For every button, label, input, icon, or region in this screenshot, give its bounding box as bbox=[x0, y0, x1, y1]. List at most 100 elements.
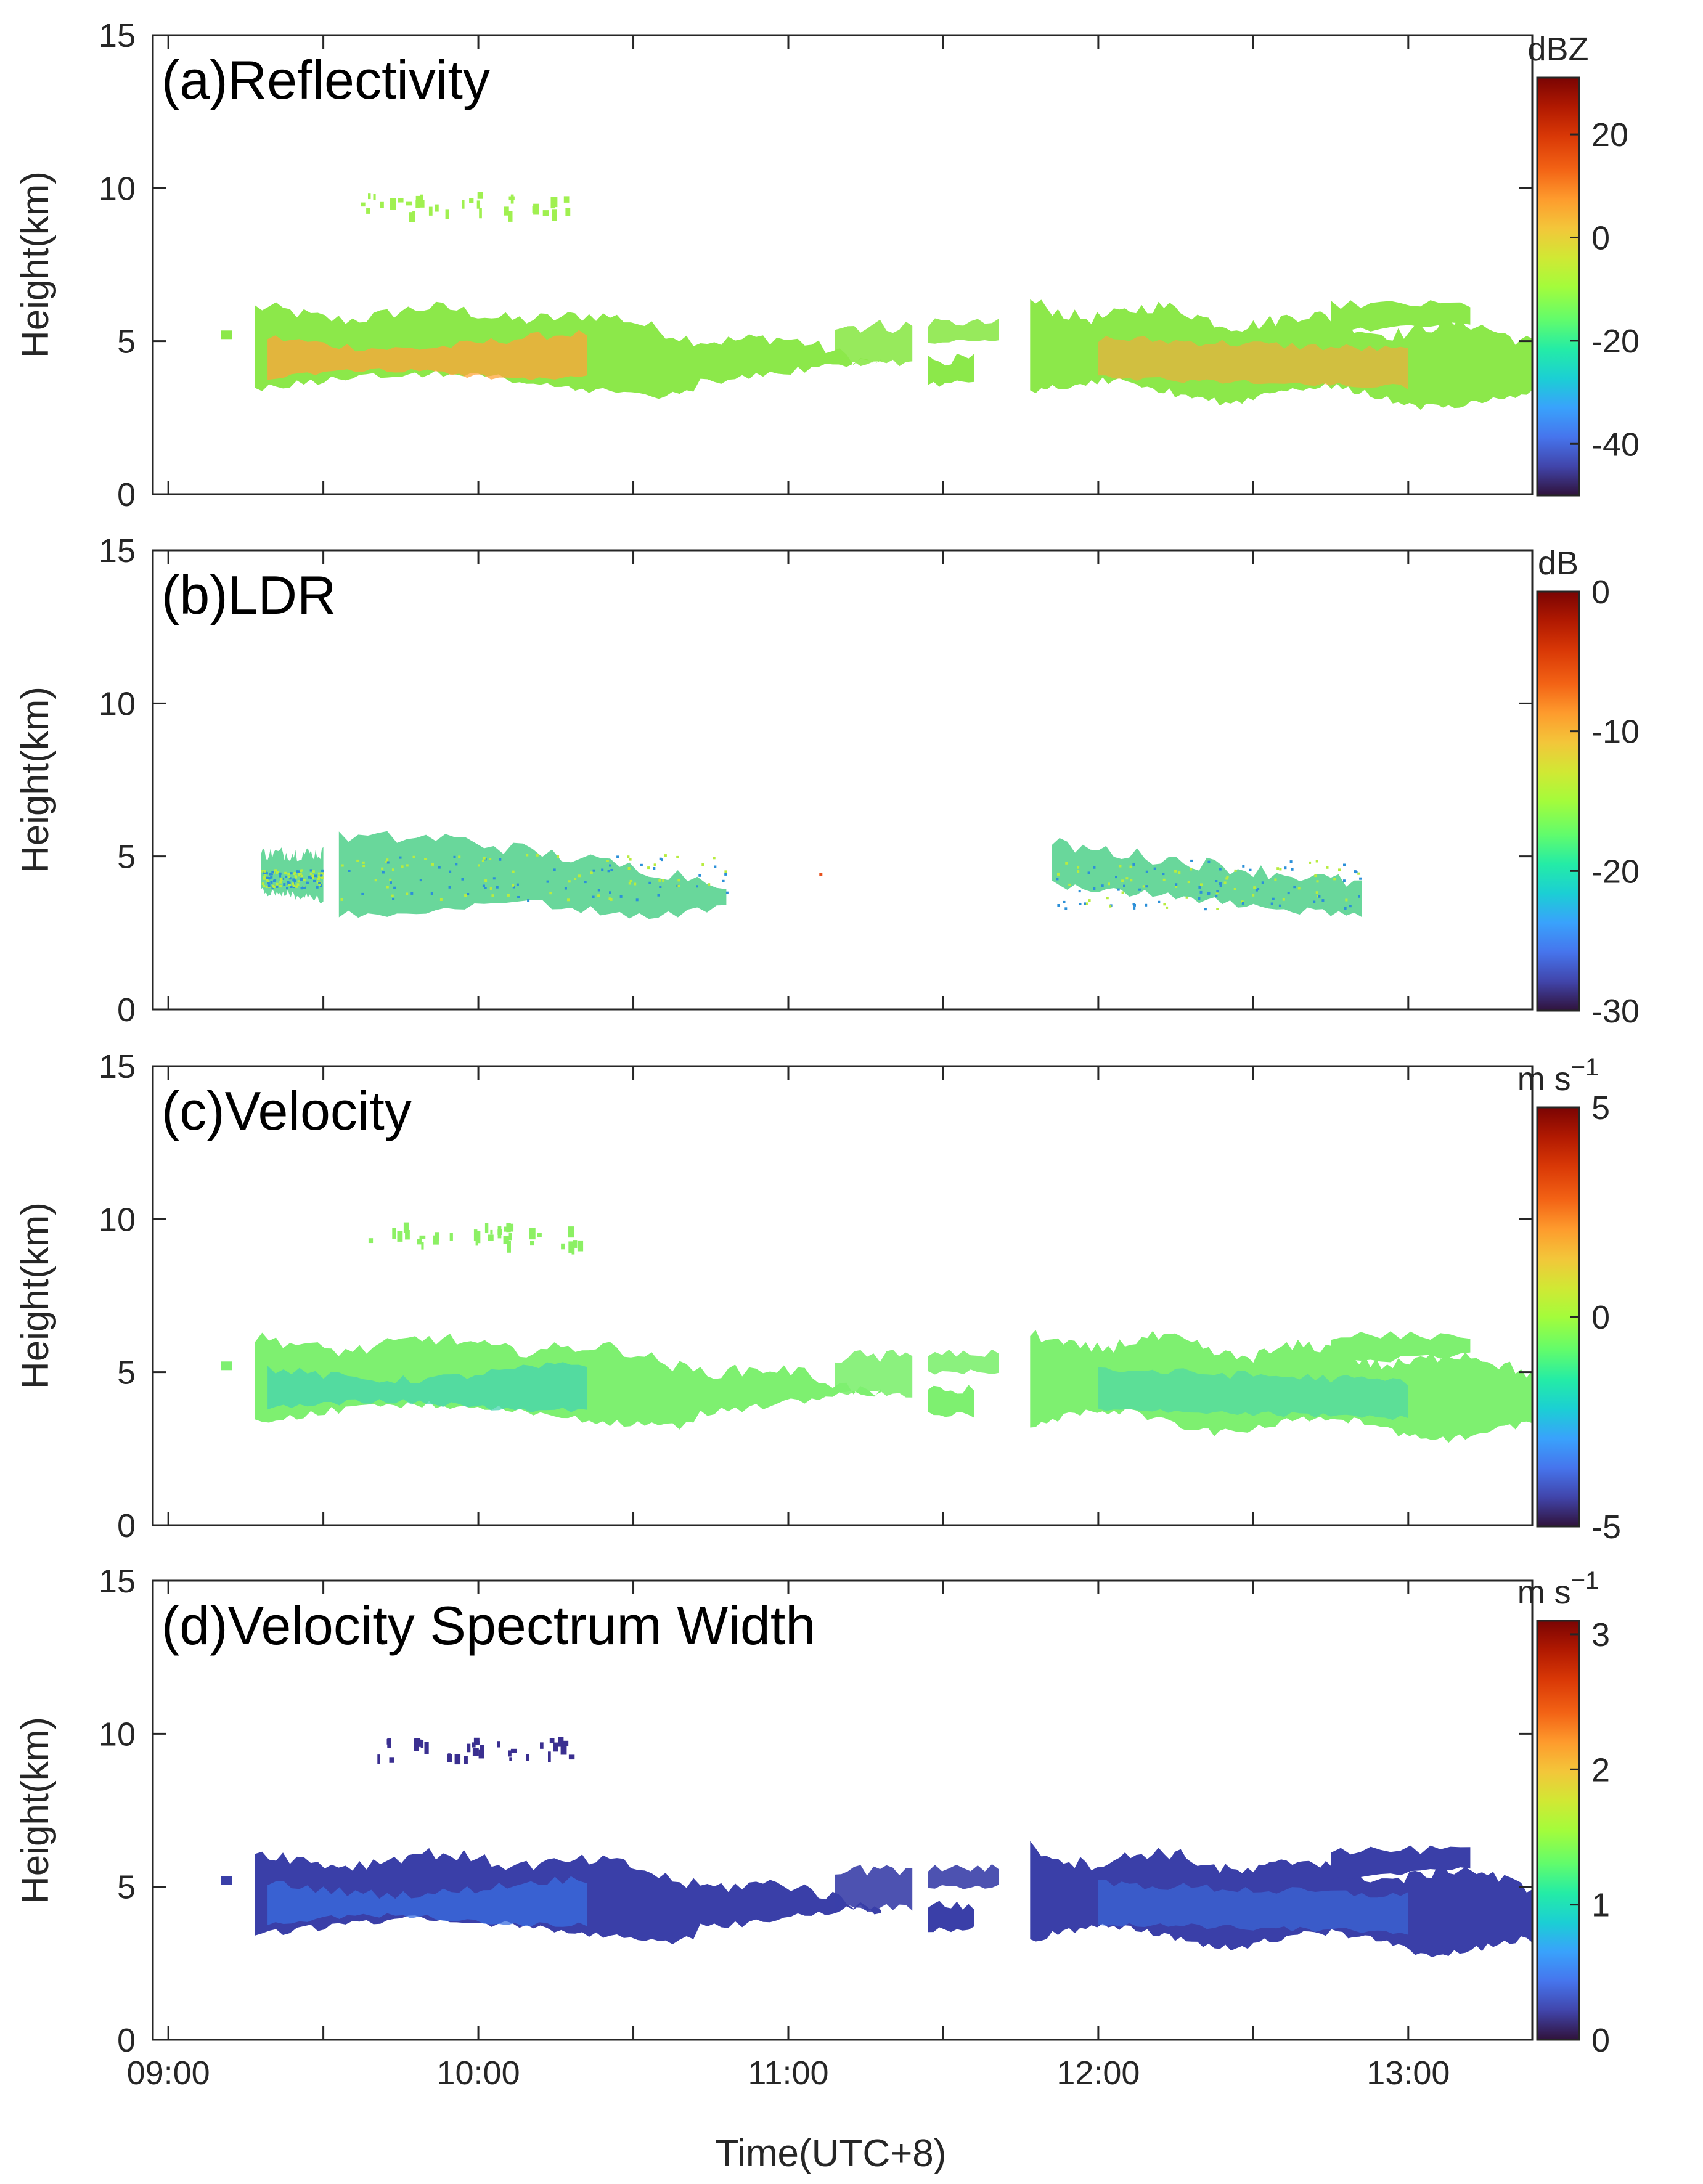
y-tick-label: 10 bbox=[99, 170, 136, 207]
ldr-pixel bbox=[279, 872, 282, 875]
panel-title: (a)Reflectivity bbox=[161, 49, 490, 110]
ldr-pixel bbox=[512, 884, 515, 887]
x-tick-label: 09:00 bbox=[127, 2055, 210, 2092]
panel-b: 0 5 10 15 Height(km) (b)LDR 0 -10 -20 -30 dB bbox=[14, 532, 1640, 1030]
ldr-pixel bbox=[1132, 863, 1135, 866]
ldr-pixel bbox=[1109, 905, 1112, 908]
colorbar-tick-label: 2 bbox=[1591, 1751, 1610, 1788]
panel-d: 09:00 10:00 11:00 12:00 13:00051015Height(km… bbox=[14, 1563, 1610, 2092]
echo-upper-fragment bbox=[449, 1233, 453, 1241]
plot-area bbox=[153, 1581, 1532, 2040]
ldr-pixel bbox=[1199, 890, 1203, 894]
y-tick-label: 0 bbox=[117, 992, 136, 1029]
y-tick-label: 0 bbox=[117, 476, 136, 513]
ldr-pixel bbox=[1204, 908, 1207, 911]
ldr-pixel bbox=[321, 876, 324, 879]
ldr-pixel bbox=[516, 883, 519, 886]
ldr-pixel bbox=[419, 879, 422, 882]
ldr-pixel bbox=[1163, 903, 1166, 906]
ldr-pixel bbox=[263, 877, 266, 880]
echo-upper-fragment bbox=[447, 1754, 452, 1762]
ldr-pixel bbox=[1174, 870, 1177, 873]
ldr-pixel bbox=[318, 884, 321, 886]
ldr-pixel bbox=[1284, 866, 1287, 870]
echo-upper-fragment bbox=[377, 1754, 380, 1764]
ldr-pixel bbox=[657, 894, 660, 897]
ldr-pixel bbox=[1133, 907, 1136, 910]
echo-gap-fragment bbox=[928, 353, 974, 387]
echo-upper-fragment bbox=[415, 200, 420, 208]
ldr-pixel bbox=[640, 863, 643, 866]
ldr-pixel bbox=[467, 893, 470, 895]
echo-upper-fragment bbox=[409, 212, 415, 222]
echo-upper-fragment bbox=[548, 1751, 551, 1762]
echo-upper-fragment bbox=[473, 1229, 478, 1241]
ldr-pixel bbox=[1255, 889, 1258, 892]
ldr-pixel bbox=[453, 855, 456, 858]
ldr-pixel bbox=[287, 873, 290, 876]
colorbar-unit: dBZ bbox=[1527, 31, 1588, 68]
echo-gap-fragment bbox=[928, 1864, 999, 1889]
x-tick-label: 10:00 bbox=[436, 2055, 520, 2092]
echo-upper-fragment bbox=[414, 1746, 419, 1751]
ldr-pixel bbox=[481, 859, 484, 862]
colorbar-tick-label: 20 bbox=[1591, 116, 1628, 153]
ldr-pixel bbox=[1158, 900, 1161, 903]
ldr-pixel bbox=[1276, 867, 1280, 870]
echo-upper-fragment bbox=[507, 1241, 511, 1253]
echo-upper-fragment bbox=[503, 1236, 509, 1244]
ldr-pixel bbox=[1315, 891, 1318, 894]
x-tick-label: 11:00 bbox=[748, 2055, 828, 2092]
ldr-pixel bbox=[298, 873, 301, 876]
echo-upper-fragment bbox=[406, 201, 412, 206]
echo-upper-fragment bbox=[477, 192, 484, 199]
echo-upper-fragment bbox=[553, 197, 558, 208]
ldr-pixel bbox=[629, 858, 632, 861]
ldr-pixel bbox=[628, 882, 631, 885]
ldr-pixel bbox=[607, 870, 610, 873]
echo-data bbox=[221, 1222, 1532, 1443]
echo-upper-fragment bbox=[558, 1737, 564, 1747]
y-tick-label: 5 bbox=[117, 1869, 136, 1906]
ldr-pixel bbox=[321, 870, 324, 872]
ldr-pixel bbox=[568, 880, 571, 883]
echo-gap-fragment bbox=[835, 319, 913, 367]
ldr-pixel bbox=[340, 898, 343, 901]
ldr-pixel bbox=[659, 886, 662, 888]
ldr-pixel bbox=[1223, 881, 1227, 884]
y-tick-label: 5 bbox=[117, 1355, 136, 1391]
echo-upper-fragment bbox=[571, 1243, 575, 1255]
echo-upper-fragment bbox=[530, 1241, 534, 1246]
ldr-pixel bbox=[1249, 868, 1252, 871]
ldr-pixel bbox=[430, 892, 433, 895]
ldr-pixel bbox=[714, 865, 717, 868]
ldr-pixel bbox=[1078, 890, 1081, 893]
ldr-pixel bbox=[306, 881, 309, 884]
ldr-pixel bbox=[1257, 888, 1260, 890]
echo-upper-fragment bbox=[464, 1756, 468, 1764]
ldr-pixel bbox=[1121, 879, 1124, 882]
ldr-pixel bbox=[303, 879, 306, 882]
ldr-pixel bbox=[627, 867, 631, 870]
colorbar-tick-label: 0 bbox=[1591, 219, 1610, 256]
ldr-pixel bbox=[265, 872, 268, 875]
ldr-pixel bbox=[393, 886, 396, 889]
ldr-pixel bbox=[1333, 878, 1336, 881]
echo-upper-fragment bbox=[417, 1239, 422, 1245]
panel-title: (c)Velocity bbox=[161, 1080, 412, 1141]
echo-upper-fragment bbox=[414, 1738, 417, 1751]
ldr-pixel bbox=[362, 861, 365, 864]
ldr-pixel bbox=[461, 878, 464, 881]
ldr-pixel bbox=[299, 872, 302, 875]
ldr-pixel bbox=[288, 881, 291, 884]
ldr-pixel bbox=[1252, 894, 1255, 897]
ldr-pixel bbox=[592, 869, 595, 872]
ldr-pixel bbox=[270, 881, 273, 884]
ldr-pixel bbox=[310, 876, 312, 879]
ldr-pixel bbox=[268, 877, 271, 880]
ldr-pixel bbox=[276, 882, 279, 886]
ldr-pixel bbox=[536, 854, 539, 857]
echo-upper-fragment bbox=[560, 1745, 567, 1755]
ldr-pixel bbox=[1121, 891, 1124, 894]
